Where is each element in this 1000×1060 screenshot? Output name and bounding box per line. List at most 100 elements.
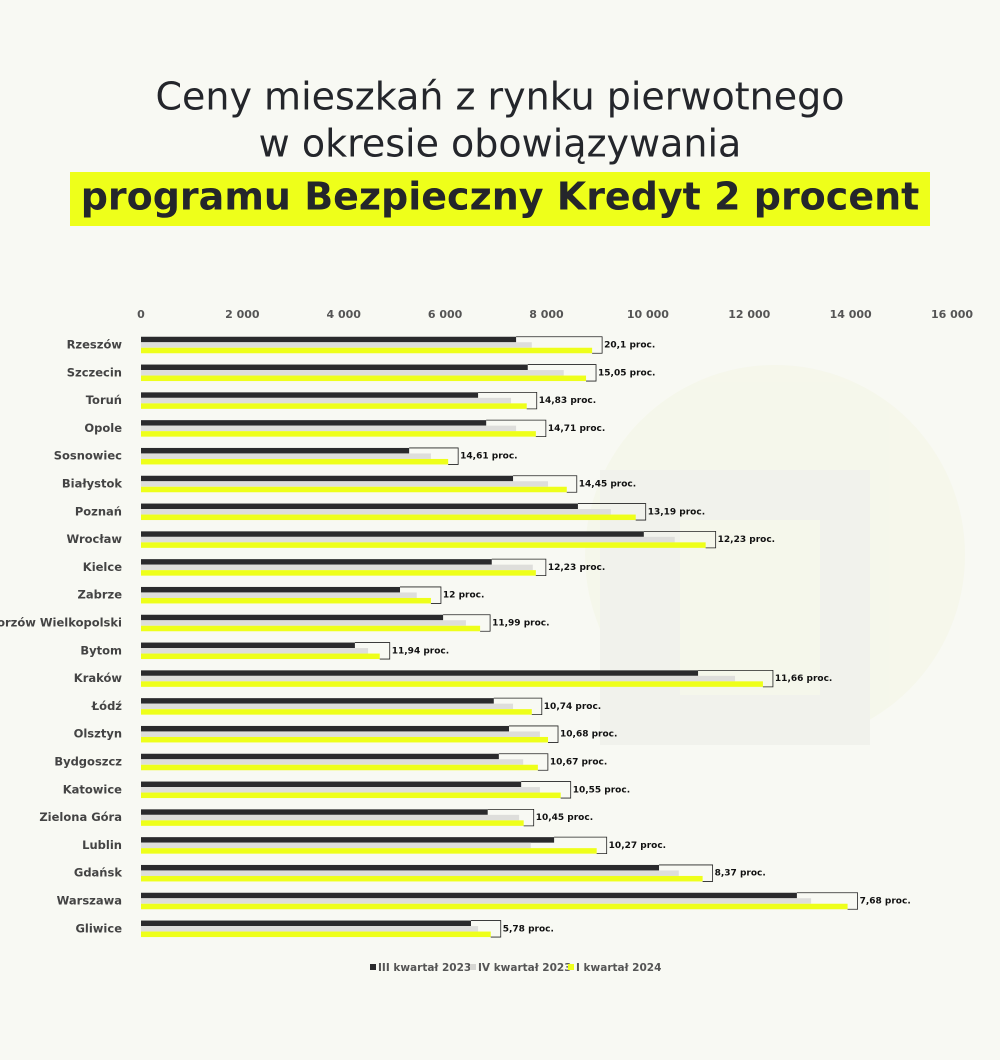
bracket	[354, 642, 391, 660]
x-tick-label: 6 000	[428, 308, 463, 321]
bracket	[521, 781, 572, 799]
bar	[141, 536, 675, 543]
annotation: 8,37 proc.	[715, 869, 766, 879]
bar	[141, 570, 536, 576]
annotation: 14,83 proc.	[539, 396, 596, 406]
bar	[141, 675, 736, 682]
bracket	[698, 669, 774, 688]
bar	[141, 725, 509, 732]
bar	[141, 698, 494, 704]
bar	[141, 920, 471, 927]
bar	[141, 597, 431, 604]
bar	[141, 709, 532, 715]
bar	[141, 731, 540, 737]
title-highlight-bg	[70, 172, 930, 226]
bar	[141, 614, 444, 621]
bracket	[508, 725, 559, 743]
annotation: 10,55 proc.	[573, 785, 630, 795]
bar	[141, 670, 699, 676]
bracket	[516, 336, 603, 354]
y-tick-label: Toruń	[86, 393, 122, 407]
annotation: 12,23 proc.	[718, 535, 775, 545]
bar	[141, 486, 567, 493]
bar	[141, 870, 679, 876]
bar	[141, 814, 520, 821]
legend-label: III kwartał 2023	[378, 962, 471, 974]
bar	[141, 481, 549, 487]
y-tick-label: Lublin	[82, 838, 122, 852]
y-tick-label: Kielce	[83, 560, 122, 574]
legend-label: I kwartał 2024	[576, 962, 661, 974]
y-tick-label: Warszawa	[57, 894, 122, 908]
bracket	[443, 614, 491, 632]
bar	[141, 648, 369, 654]
bar	[141, 842, 531, 849]
bar	[141, 420, 487, 426]
chart-title: w okresie obowiązywania	[259, 122, 742, 166]
bar	[141, 681, 763, 687]
annotation: 7,68 proc.	[860, 897, 911, 907]
bar	[141, 347, 593, 354]
y-tick-label: Katowice	[63, 782, 122, 796]
bar	[141, 753, 499, 760]
y-tick-label: Gdańsk	[74, 866, 122, 880]
annotation: 11,66 proc.	[775, 674, 832, 684]
annotation: 10,74 proc.	[544, 702, 601, 712]
annotation: 14,61 proc.	[460, 452, 517, 462]
y-tick-label: Opole	[84, 421, 122, 435]
bracket	[493, 697, 543, 716]
y-tick-label: Zabrze	[78, 588, 123, 602]
bar	[141, 653, 380, 660]
x-tick-label: 14 000	[830, 308, 872, 321]
annotation: 11,99 proc.	[492, 619, 549, 629]
y-tick-label: Rzeszów	[67, 338, 123, 352]
bar	[141, 336, 517, 343]
annotation: 11,94 proc.	[392, 646, 449, 656]
bar	[141, 514, 636, 521]
bracket	[486, 419, 547, 438]
bar	[141, 703, 514, 710]
bracket	[513, 475, 578, 493]
bracket	[498, 753, 549, 771]
bar	[141, 809, 488, 815]
y-tick-label: Bydgoszcz	[54, 755, 122, 769]
bar	[141, 458, 449, 465]
y-tick-label: Wrocław	[66, 532, 122, 546]
bar	[141, 364, 528, 371]
bar	[141, 531, 644, 537]
bar	[141, 787, 540, 793]
bar	[141, 759, 524, 765]
bar	[141, 781, 522, 788]
bar	[141, 837, 555, 843]
bracket	[796, 892, 858, 910]
x-tick-label: 8 000	[529, 308, 564, 321]
bar	[141, 503, 578, 510]
y-tick-label: Zielona Góra	[39, 810, 122, 824]
bracket	[554, 836, 608, 855]
bar	[141, 397, 512, 404]
bracket	[487, 808, 535, 827]
legend-swatch	[568, 964, 574, 970]
chart-title-highlight: programu Bezpieczny Kredyt 2 procent	[81, 175, 920, 219]
y-tick-label: Kraków	[74, 671, 123, 685]
annotation: 10,68 proc.	[560, 730, 617, 740]
bar	[141, 642, 355, 649]
annotation: 13,19 proc.	[648, 507, 705, 517]
bracket	[577, 503, 647, 521]
bar	[141, 564, 533, 571]
x-tick-label: 4 000	[327, 308, 362, 321]
bar	[141, 736, 549, 743]
bar	[141, 926, 479, 932]
y-tick-label: Gliwice	[75, 921, 122, 935]
bar	[141, 447, 410, 454]
bracket	[659, 864, 714, 882]
x-tick-label: 12 000	[728, 308, 770, 321]
bar	[141, 620, 466, 626]
bar	[141, 559, 492, 565]
bracket	[643, 530, 717, 549]
bracket	[527, 364, 597, 382]
bar	[141, 764, 538, 771]
bar	[141, 453, 431, 459]
bar	[141, 586, 401, 593]
bar	[141, 509, 611, 515]
